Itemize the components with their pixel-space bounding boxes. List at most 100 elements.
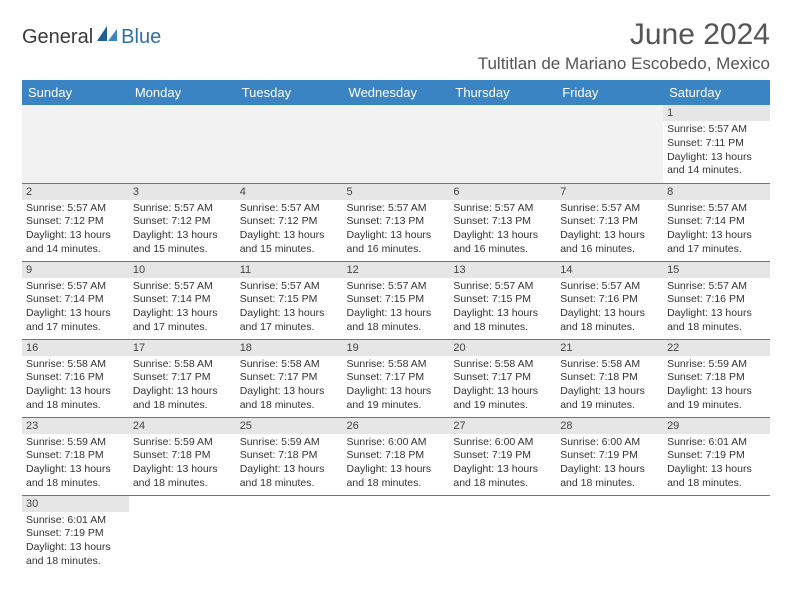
calendar-day-cell: 1 Sunrise: 5:57 AM Sunset: 7:11 PM Daylig…: [663, 105, 770, 183]
day-details: Sunrise: 6:01 AM Sunset: 7:19 PM Dayligh…: [26, 514, 125, 569]
logo: General Blue: [22, 18, 161, 49]
calendar-day-cell: [556, 105, 663, 183]
calendar-table: Sunday Monday Tuesday Wednesday Thursday…: [22, 80, 770, 572]
calendar-day-cell: 6Sunrise: 5:57 AM Sunset: 7:13 PM Daylig…: [449, 183, 556, 261]
calendar-day-cell: 25 Sunrise: 5:59 AM Sunset: 7:18 PM Dayli…: [236, 417, 343, 495]
logo-text-blue: Blue: [121, 26, 161, 49]
day-number: 10: [129, 262, 236, 278]
calendar-day-cell: [449, 105, 556, 183]
weekday-header: Monday: [129, 80, 236, 105]
calendar-day-cell: [449, 495, 556, 572]
calendar-day-cell: [343, 105, 450, 183]
calendar-day-cell: 28Sunrise: 6:00 AM Sunset: 7:19 PM Dayli…: [556, 417, 663, 495]
day-details: Sunrise: 5:58 AM Sunset: 7:17 PM Dayligh…: [453, 358, 552, 413]
calendar-day-cell: [129, 495, 236, 572]
day-details: Sunrise: 6:00 AM Sunset: 7:18 PM Dayligh…: [347, 436, 446, 491]
calendar-week-row: 30 Sunrise: 6:01 AM Sunset: 7:19 PM Dayli…: [22, 495, 770, 572]
calendar-day-cell: 18Sunrise: 5:58 AM Sunset: 7:17 PM Dayli…: [236, 339, 343, 417]
day-number: 8: [663, 184, 770, 200]
day-number: 22: [663, 340, 770, 356]
day-details: Sunrise: 5:57 AM Sunset: 7:11 PM Dayligh…: [667, 123, 766, 178]
calendar-day-cell: 3 Sunrise: 5:57 AM Sunset: 7:12 PM Daylig…: [129, 183, 236, 261]
day-details: Sunrise: 5:57 AM Sunset: 7:14 PM Dayligh…: [133, 280, 232, 335]
location-subtitle: Tultitlan de Mariano Escobedo, Mexico: [478, 54, 770, 74]
day-number: 5: [343, 184, 450, 200]
day-details: Sunrise: 5:57 AM Sunset: 7:15 PM Dayligh…: [240, 280, 339, 335]
calendar-day-cell: 27 Sunrise: 6:00 AM Sunset: 7:19 PM Dayli…: [449, 417, 556, 495]
day-number: 4: [236, 184, 343, 200]
calendar-day-cell: 9 Sunrise: 5:57 AM Sunset: 7:14 PM Daylig…: [22, 261, 129, 339]
day-details: Sunrise: 6:00 AM Sunset: 7:19 PM Dayligh…: [453, 436, 552, 491]
weekday-header-row: Sunday Monday Tuesday Wednesday Thursday…: [22, 80, 770, 105]
calendar-day-cell: 4Sunrise: 5:57 AM Sunset: 7:12 PM Daylig…: [236, 183, 343, 261]
calendar-day-cell: 30 Sunrise: 6:01 AM Sunset: 7:19 PM Dayli…: [22, 495, 129, 572]
calendar-day-cell: 5Sunrise: 5:57 AM Sunset: 7:13 PM Daylig…: [343, 183, 450, 261]
calendar-day-cell: 2 Sunrise: 5:57 AM Sunset: 7:12 PM Daylig…: [22, 183, 129, 261]
day-number: 24: [129, 418, 236, 434]
day-details: Sunrise: 5:57 AM Sunset: 7:13 PM Dayligh…: [560, 202, 659, 257]
month-title: June 2024: [478, 18, 770, 52]
day-number: 14: [556, 262, 663, 278]
weekday-header: Sunday: [22, 80, 129, 105]
calendar-week-row: 9Sunrise: 5:57 AM Sunset: 7:14 PM Daylig…: [22, 261, 770, 339]
calendar-day-cell: [236, 105, 343, 183]
day-number: 28: [556, 418, 663, 434]
weekday-header: Friday: [556, 80, 663, 105]
day-number: 12: [343, 262, 450, 278]
calendar-day-cell: 8 Sunrise: 5:57 AM Sunset: 7:14 PM Daylig…: [663, 183, 770, 261]
day-details: Sunrise: 5:57 AM Sunset: 7:12 PM Dayligh…: [133, 202, 232, 257]
calendar-day-cell: 15 Sunrise: 5:57 AM Sunset: 7:16 PM Dayli…: [663, 261, 770, 339]
day-number: 23: [22, 418, 129, 434]
calendar-day-cell: 21Sunrise: 5:58 AM Sunset: 7:18 PM Dayli…: [556, 339, 663, 417]
calendar-day-cell: [236, 495, 343, 572]
day-details: Sunrise: 5:58 AM Sunset: 7:17 PM Dayligh…: [347, 358, 446, 413]
calendar-day-cell: 11 Sunrise: 5:57 AM Sunset: 7:15 PM Dayli…: [236, 261, 343, 339]
day-details: Sunrise: 5:59 AM Sunset: 7:18 PM Dayligh…: [667, 358, 766, 413]
calendar-day-cell: 20Sunrise: 5:58 AM Sunset: 7:17 PM Dayli…: [449, 339, 556, 417]
day-number: 27: [449, 418, 556, 434]
calendar-day-cell: 24 Sunrise: 5:59 AM Sunset: 7:18 PM Dayli…: [129, 417, 236, 495]
weekday-header: Wednesday: [343, 80, 450, 105]
calendar-day-cell: 19Sunrise: 5:58 AM Sunset: 7:17 PM Dayli…: [343, 339, 450, 417]
calendar-day-cell: 22 Sunrise: 5:59 AM Sunset: 7:18 PM Dayli…: [663, 339, 770, 417]
page-header: General Blue June 2024 Tultitlan de Mari…: [22, 18, 770, 74]
day-number: 2: [22, 184, 129, 200]
calendar-day-cell: [129, 105, 236, 183]
day-number: 11: [236, 262, 343, 278]
day-details: Sunrise: 5:59 AM Sunset: 7:18 PM Dayligh…: [240, 436, 339, 491]
day-details: Sunrise: 5:57 AM Sunset: 7:16 PM Dayligh…: [667, 280, 766, 335]
calendar-day-cell: 12 Sunrise: 5:57 AM Sunset: 7:15 PM Dayli…: [343, 261, 450, 339]
day-number: 7: [556, 184, 663, 200]
day-number: 13: [449, 262, 556, 278]
day-number: 25: [236, 418, 343, 434]
calendar-day-cell: [663, 495, 770, 572]
calendar-week-row: 1 Sunrise: 5:57 AM Sunset: 7:11 PM Daylig…: [22, 105, 770, 183]
day-number: 30: [22, 496, 129, 512]
day-number: 21: [556, 340, 663, 356]
title-block: June 2024 Tultitlan de Mariano Escobedo,…: [478, 18, 770, 74]
day-number: 3: [129, 184, 236, 200]
day-details: Sunrise: 5:57 AM Sunset: 7:14 PM Dayligh…: [667, 202, 766, 257]
day-number: 1: [663, 105, 770, 121]
calendar-week-row: 2Sunrise: 5:57 AM Sunset: 7:12 PM Daylig…: [22, 183, 770, 261]
logo-sail-icon: [97, 26, 119, 49]
day-number: 15: [663, 262, 770, 278]
calendar-day-cell: 13Sunrise: 5:57 AM Sunset: 7:15 PM Dayli…: [449, 261, 556, 339]
day-number: 16: [22, 340, 129, 356]
calendar-day-cell: 10 Sunrise: 5:57 AM Sunset: 7:14 PM Dayli…: [129, 261, 236, 339]
calendar-day-cell: 26Sunrise: 6:00 AM Sunset: 7:18 PM Dayli…: [343, 417, 450, 495]
day-number: 17: [129, 340, 236, 356]
day-details: Sunrise: 5:59 AM Sunset: 7:18 PM Dayligh…: [26, 436, 125, 491]
calendar-day-cell: 14Sunrise: 5:57 AM Sunset: 7:16 PM Dayli…: [556, 261, 663, 339]
day-details: Sunrise: 5:59 AM Sunset: 7:18 PM Dayligh…: [133, 436, 232, 491]
day-number: 6: [449, 184, 556, 200]
day-number: 9: [22, 262, 129, 278]
calendar-day-cell: 23 Sunrise: 5:59 AM Sunset: 7:18 PM Dayli…: [22, 417, 129, 495]
day-details: Sunrise: 5:57 AM Sunset: 7:14 PM Dayligh…: [26, 280, 125, 335]
calendar-week-row: 16Sunrise: 5:58 AM Sunset: 7:16 PM Dayli…: [22, 339, 770, 417]
day-details: Sunrise: 5:57 AM Sunset: 7:15 PM Dayligh…: [347, 280, 446, 335]
calendar-week-row: 23Sunrise: 5:59 AM Sunset: 7:18 PM Dayli…: [22, 417, 770, 495]
calendar-day-cell: [343, 495, 450, 572]
day-details: Sunrise: 5:57 AM Sunset: 7:12 PM Dayligh…: [26, 202, 125, 257]
calendar-day-cell: [556, 495, 663, 572]
